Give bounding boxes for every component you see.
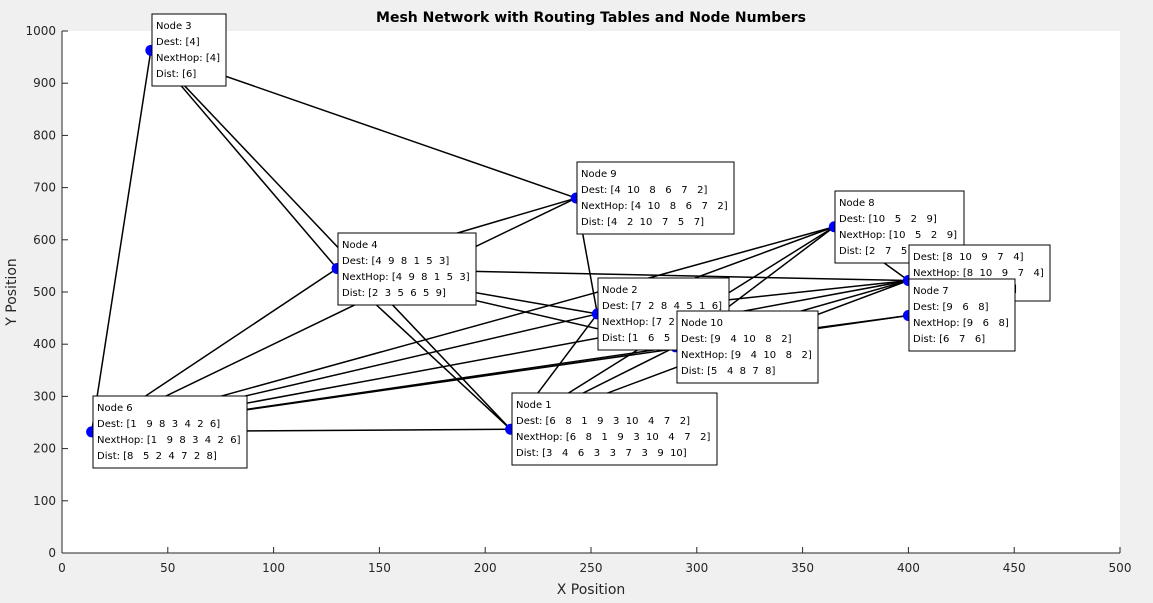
routing-box-node-4: Node 4 Dest: [4 9 8 1 5 3] NextHop: [4 9 8…: [337, 232, 477, 306]
routing-box-line: Dist: [3 4 6 3 3 7 3 9 10]: [516, 448, 687, 459]
y-tick-label: 300: [33, 389, 56, 403]
routing-box-node-8: Node 8 Dest: [10 5 2 9] NextHop: [10 5 2 9…: [834, 190, 965, 264]
routing-box-line: Dest: [9 6 8]: [913, 302, 989, 313]
routing-box-line: Dist: [8 5 2 4 7 2 8]: [97, 451, 217, 462]
routing-box-line: Node 6: [97, 403, 133, 414]
routing-box-bg: [676, 310, 819, 384]
routing-box-line: Node 8: [839, 198, 875, 209]
x-tick-label: 200: [474, 561, 497, 575]
routing-box-line: NextHop: [6 8 1 9 3 10 4 7 2]: [516, 432, 710, 443]
routing-box-bg: [576, 161, 735, 235]
x-tick-label: 400: [897, 561, 920, 575]
routing-box-node-1: Node 1 Dest: [6 8 1 9 3 10 4 7 2] NextHop:…: [511, 392, 718, 466]
routing-box-line: Dest: [4 10 8 6 7 2]: [581, 185, 707, 196]
routing-box-bg: [337, 232, 477, 306]
axes-layer: 0 50 100 150 200 250 300 350 400 450 500 0 100 200 300…: [25, 24, 1131, 575]
edge-line: [150, 49, 338, 269]
edge-line: [91, 197, 577, 433]
routing-box-line: NextHop: [4 9 8 1 5 3]: [342, 272, 470, 283]
routing-box-node-3: Node 3 Dest: [4] NextHop: [4] Dist: [6]: [151, 13, 227, 87]
y-tick-label: 500: [33, 285, 56, 299]
y-tick-label: 600: [33, 233, 56, 247]
routing-box-line: Dest: [7 2 8 4 5 1 6]: [602, 301, 722, 312]
y-tick-label: 200: [33, 442, 56, 456]
edge-line: [90, 50, 152, 433]
edge-line: [150, 49, 512, 430]
routing-box-line: Dest: [6 8 1 9 3 10 4 7 2]: [516, 416, 690, 427]
routing-box-bg: [151, 13, 227, 87]
y-axis-label: Y Position: [4, 258, 20, 327]
routing-box-line: Dist: [2 7 5 5]: [839, 246, 927, 257]
routing-box-line: Node 1: [516, 400, 552, 411]
x-tick-label: 500: [1109, 561, 1132, 575]
routing-box-line: NextHop: [8 10 9 7 4]: [913, 268, 1044, 279]
chart-title: Mesh Network with Routing Tables and Nod…: [376, 10, 806, 26]
routing-box-node-9: Node 9 Dest: [4 10 8 6 7 2] NextHop: [4 10…: [576, 161, 735, 235]
routing-box-line: Node 9: [581, 169, 617, 180]
x-tick-label: 450: [1003, 561, 1026, 575]
routing-box-line: NextHop: [7 2: [602, 317, 675, 328]
x-tick-label: 250: [580, 561, 603, 575]
x-axis-label: X Position: [557, 582, 626, 598]
y-tick-label: 900: [33, 76, 56, 90]
routing-box-line: Node 3: [156, 21, 192, 32]
x-tick-label: 150: [368, 561, 391, 575]
x-tick-label: 0: [58, 561, 66, 575]
routing-box-line: NextHop: [10 5 2 9]: [839, 230, 957, 241]
y-tick-label: 1000: [25, 24, 56, 38]
routing-box-line: NextHop: [9 4 10 8 2]: [681, 350, 812, 361]
y-tick-label: 100: [33, 494, 56, 508]
routing-box-bg: [92, 395, 248, 469]
y-tick-label: 800: [33, 128, 56, 142]
routing-box-line: Node 7: [913, 286, 949, 297]
y-tick-label: 0: [48, 546, 56, 560]
routing-box-line: Node 2: [602, 285, 638, 296]
routing-box-node-7: Node 7 Dest: [9 6 8] NextHop: [9 6 8] Dist:…: [908, 278, 1016, 352]
routing-box-line: Dest: [10 5 2 9]: [839, 214, 937, 225]
routing-box-line: Dist: [1 6 5 7: [602, 333, 686, 344]
x-tick-label: 100: [262, 561, 285, 575]
y-tick-label: 400: [33, 337, 56, 351]
x-tick-label: 350: [791, 561, 814, 575]
routing-box-line: Dist: [5 4 8 7 8]: [681, 366, 775, 377]
routing-box-line: NextHop: [4]: [156, 53, 220, 64]
routing-box-line: NextHop: [4 10 8 6 7 2]: [581, 201, 728, 212]
routing-box-line: Dest: [4]: [156, 37, 200, 48]
routing-box-line: Dest: [1 9 8 3 4 2 6]: [97, 419, 220, 430]
routing-box-line: NextHop: [1 9 8 3 4 2 6]: [97, 435, 241, 446]
routing-box-bg: [511, 392, 718, 466]
y-tick-label: 700: [33, 181, 56, 195]
routing-box-line: Dist: [6]: [156, 69, 196, 80]
routing-box-line: Dist: [6 7 6]: [913, 334, 985, 345]
routing-box-line: Node 10: [681, 318, 723, 329]
routing-box-node-6: Node 6 Dest: [1 9 8 3 4 2 6] NextHop: [1 9…: [92, 395, 248, 469]
routing-box-line: NextHop: [9 6 8]: [913, 318, 1009, 329]
routing-box-line: Dest: [9 4 10 8 2]: [681, 334, 792, 345]
x-tick-label: 50: [160, 561, 175, 575]
routing-box-line: Node 4: [342, 240, 378, 251]
routing-box-node-10: Node 10 Dest: [9 4 10 8 2] NextHop: [9 4 1…: [676, 310, 819, 384]
routing-box-bg: [908, 278, 1016, 352]
routing-box-line: Dest: [8 10 9 7 4]: [913, 252, 1024, 263]
x-tick-label: 300: [685, 561, 708, 575]
routing-box-line: Dest: [4 9 8 1 5 3]: [342, 256, 449, 267]
routing-box-line: Dist: [4 2 10 7 5 7]: [581, 217, 704, 228]
routing-box-line: Dist: [2 3 5 6 5 9]: [342, 288, 446, 299]
